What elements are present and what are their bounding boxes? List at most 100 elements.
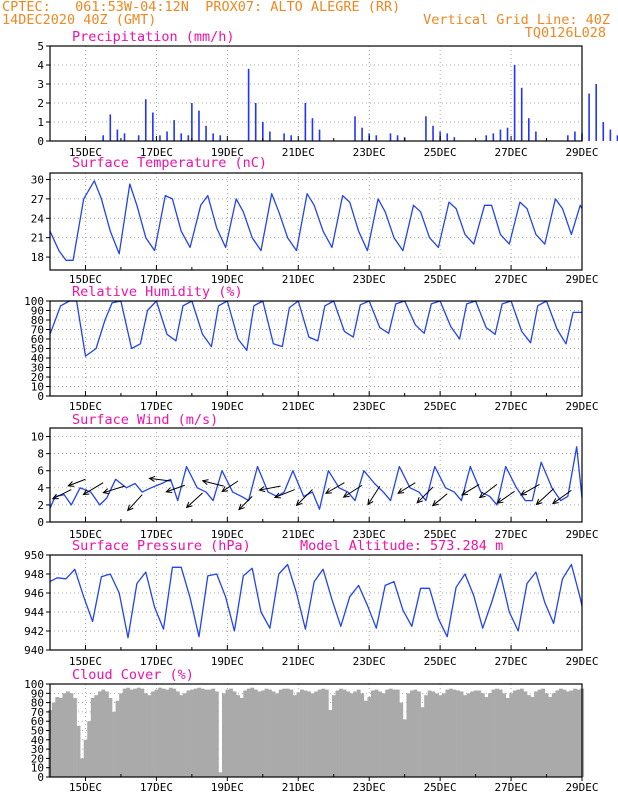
cloud-cover-bar bbox=[271, 691, 276, 777]
cloud-cover-bar bbox=[80, 758, 84, 777]
y-tick-label: 100 bbox=[24, 295, 44, 308]
cloud-cover-bar bbox=[101, 689, 106, 777]
precip-bar bbox=[212, 133, 214, 141]
wind-arrow bbox=[325, 482, 345, 494]
rh-series-line bbox=[49, 300, 582, 357]
x-tick-label: 29DEC bbox=[565, 528, 598, 541]
cloud-cover-bar bbox=[250, 687, 255, 777]
x-tick-label: 25DEC bbox=[424, 781, 457, 794]
cloud-cover-bar bbox=[257, 691, 262, 777]
precip-bar bbox=[492, 133, 495, 141]
cloud-cover-bar bbox=[370, 690, 375, 777]
precip-bar bbox=[506, 127, 509, 141]
wind-arrow bbox=[103, 485, 125, 494]
precip-panel-title: Precipitation (mm/h) bbox=[72, 29, 235, 45]
cloud-cover-bar bbox=[413, 689, 418, 777]
precip-bar bbox=[109, 114, 112, 141]
x-tick-label: 19DEC bbox=[211, 781, 244, 794]
cloud-cover-bar bbox=[431, 691, 436, 777]
x-tick-label: 23DEC bbox=[353, 781, 386, 794]
precip-bar bbox=[137, 135, 140, 141]
cloud-cover-bar bbox=[307, 691, 311, 777]
wind-arrow bbox=[397, 482, 416, 494]
cloud-cover-bar bbox=[569, 690, 574, 777]
precip-bar bbox=[389, 133, 392, 141]
y-tick-label: 2 bbox=[37, 97, 44, 110]
cloud-cover-bar bbox=[168, 687, 173, 777]
cloud-cover-bar bbox=[360, 693, 365, 777]
precip-bar bbox=[102, 135, 104, 141]
cloud-cover-bar bbox=[541, 688, 546, 777]
cloud-cover-bar bbox=[324, 689, 329, 777]
cloud-cover-bar bbox=[222, 693, 226, 777]
wind-arrow-head bbox=[82, 489, 90, 496]
wind-arrow bbox=[166, 484, 185, 493]
precip-bar bbox=[396, 135, 399, 141]
cloud-cover-bar bbox=[395, 689, 400, 777]
header-station: CPTEC: 061:53W-04:12N PROX07: ALTO ALEGR… bbox=[2, 0, 401, 15]
cloud-cover-bar bbox=[97, 691, 102, 777]
precip-bar bbox=[269, 131, 271, 141]
y-tick-label: 0 bbox=[37, 390, 44, 403]
precip-bar bbox=[247, 68, 250, 141]
precip-bar bbox=[116, 129, 119, 141]
x-tick-label: 15DEC bbox=[69, 655, 102, 668]
cloud-cover-bar bbox=[158, 687, 163, 777]
y-tick-label: 24 bbox=[31, 212, 45, 225]
wind-arrow-head bbox=[416, 496, 424, 504]
precip-bar bbox=[290, 135, 292, 141]
cloud-cover-bar bbox=[463, 695, 468, 777]
cloud-cover-bar bbox=[172, 688, 177, 777]
x-tick-label: 27DEC bbox=[495, 400, 528, 413]
cloud-cover-bar bbox=[459, 691, 464, 777]
cloud-cover-bar bbox=[456, 690, 460, 777]
wind-arrow-head bbox=[148, 475, 156, 483]
cloud-cover-bar bbox=[367, 697, 372, 777]
cloud-cover-bar bbox=[261, 690, 265, 777]
cloud-cover-bar bbox=[548, 697, 553, 777]
wind-arrow bbox=[520, 483, 540, 496]
y-tick-label: 10 bbox=[31, 431, 44, 444]
x-tick-label: 27DEC bbox=[495, 781, 528, 794]
cloud-cover-bar bbox=[151, 691, 155, 777]
wind-panel-title: Surface Wind (m/s) bbox=[72, 412, 218, 428]
y-tick-label: 8 bbox=[37, 448, 44, 461]
temp-panel-frame bbox=[49, 172, 583, 271]
y-tick-label: 940 bbox=[24, 644, 44, 657]
pres-panel-title: Surface Pressure (hPa) bbox=[72, 538, 251, 554]
cloud-cover-bar bbox=[239, 697, 244, 777]
cloud-cover-bar bbox=[268, 689, 272, 777]
cloud-cover-bar bbox=[285, 688, 290, 777]
cloud-cover-bar bbox=[296, 692, 301, 777]
precip-bar bbox=[616, 135, 618, 141]
y-tick-label: 1 bbox=[37, 116, 44, 129]
cloud-cover-bar bbox=[143, 693, 148, 777]
cloud-cover-bar bbox=[534, 691, 538, 777]
precip-bar bbox=[191, 103, 193, 141]
cloud-cover-bar bbox=[331, 695, 336, 777]
pres-panel-frame bbox=[49, 554, 583, 651]
x-tick-label: 19DEC bbox=[211, 146, 244, 159]
precip-bar bbox=[166, 131, 168, 141]
cloud-cover-bar bbox=[516, 689, 521, 777]
wind-arrow bbox=[416, 486, 434, 504]
cloud-cover-bar bbox=[165, 689, 170, 777]
cloud-cover-bar bbox=[381, 693, 386, 777]
cloud-cover-bar bbox=[495, 688, 499, 777]
y-tick-label: 70 bbox=[31, 324, 44, 337]
cloud-cover-bar bbox=[385, 689, 390, 777]
y-tick-label: 27 bbox=[31, 193, 44, 206]
cloud-cover-bar bbox=[243, 690, 248, 777]
y-tick-label: 20 bbox=[31, 752, 44, 765]
cloud-cover-bar bbox=[278, 689, 283, 777]
y-tick-label: 950 bbox=[24, 549, 44, 562]
cloud-cover-bar bbox=[225, 689, 230, 777]
y-tick-label: 4 bbox=[37, 59, 44, 72]
x-tick-label: 19DEC bbox=[211, 655, 244, 668]
x-tick-label: 25DEC bbox=[424, 400, 457, 413]
cloud-cover-bar bbox=[136, 687, 141, 777]
cloud-cover-bar bbox=[122, 688, 127, 777]
y-tick-label: 5 bbox=[37, 40, 44, 53]
cloud-cover-bar bbox=[519, 688, 524, 777]
x-tick-label: 29DEC bbox=[565, 146, 598, 159]
